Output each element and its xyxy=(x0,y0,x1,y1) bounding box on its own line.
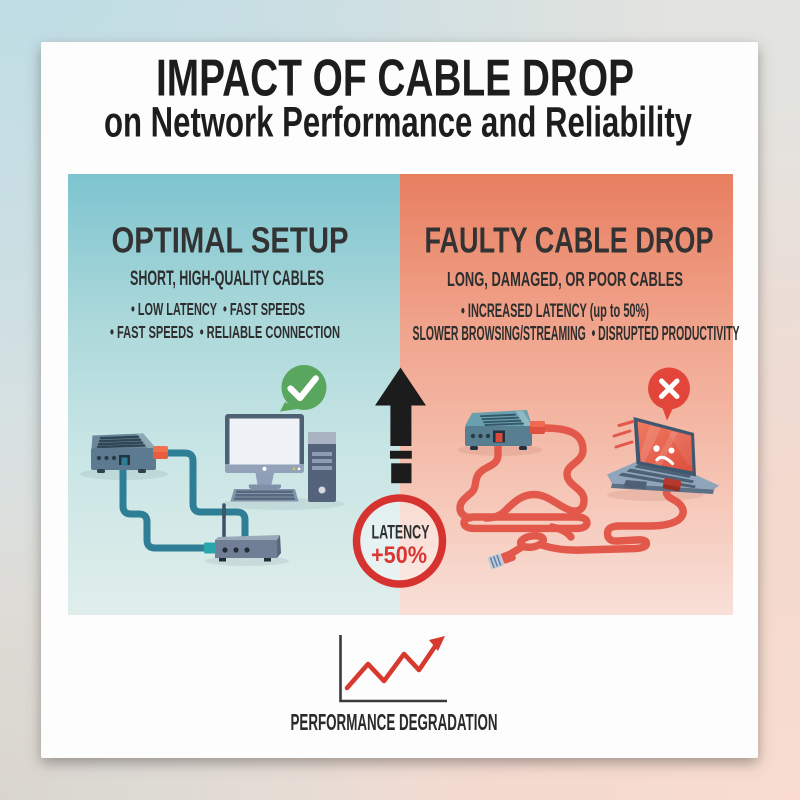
svg-text:PERFORMANCE DEGRADATION: PERFORMANCE DEGRADATION xyxy=(291,709,498,735)
svg-text:+50%: +50% xyxy=(371,542,427,569)
svg-text:• INCREASED LATENCY (up to 50%: • INCREASED LATENCY (up to 50%) xyxy=(461,301,649,322)
svg-text:OPTIMAL SETUP: OPTIMAL SETUP xyxy=(112,220,349,261)
svg-text:IMPACT OF CABLE DROP: IMPACT OF CABLE DROP xyxy=(156,50,634,108)
svg-text:SLOWER BROWSING/STREAMING • D: SLOWER BROWSING/STREAMING • DISRUPTED PR… xyxy=(413,323,740,345)
svg-text:on Network Performance and Rel: on Network Performance and Reliability xyxy=(104,99,692,147)
svg-text:LONG, DAMAGED, OR POOR CABLES: LONG, DAMAGED, OR POOR CABLES xyxy=(447,268,683,291)
svg-text:SHORT, HIGH-QUALITY CABLES: SHORT, HIGH-QUALITY CABLES xyxy=(130,267,324,290)
svg-text:FAULTY CABLE DROP: FAULTY CABLE DROP xyxy=(425,220,714,261)
svg-text:LATENCY: LATENCY xyxy=(372,522,430,544)
svg-text:• FAST SPEEDS • RELIABLE CONN: • FAST SPEEDS • RELIABLE CONNECTION xyxy=(110,322,340,342)
svg-text:• LOW LATENCY • FAST SPEEDS: • LOW LATENCY • FAST SPEEDS xyxy=(131,299,305,319)
